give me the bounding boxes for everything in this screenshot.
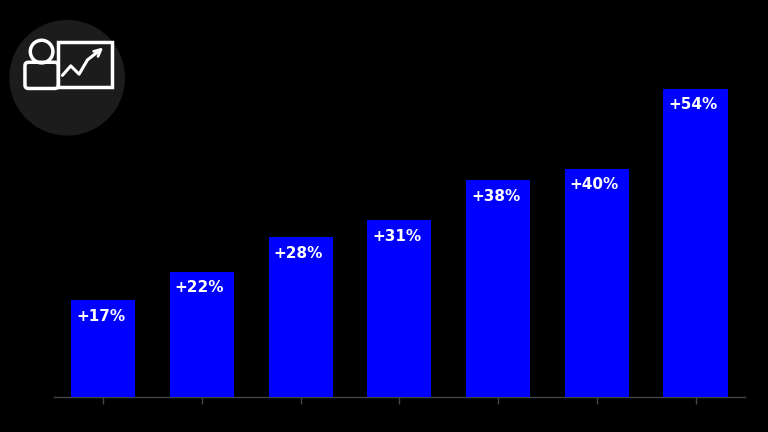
Bar (564, 169, 629, 397)
Text: +22%: +22% (175, 280, 224, 295)
Text: +17%: +17% (76, 309, 125, 324)
Text: +54%: +54% (668, 98, 717, 112)
Text: +40%: +40% (570, 178, 619, 193)
Text: +28%: +28% (273, 246, 323, 261)
Bar (269, 238, 333, 397)
Bar (170, 272, 234, 397)
Bar (71, 300, 135, 397)
Circle shape (10, 21, 124, 135)
Bar (664, 89, 728, 397)
Bar (367, 220, 432, 397)
Text: +38%: +38% (471, 189, 520, 204)
Text: +31%: +31% (372, 229, 422, 244)
Bar (466, 180, 530, 397)
